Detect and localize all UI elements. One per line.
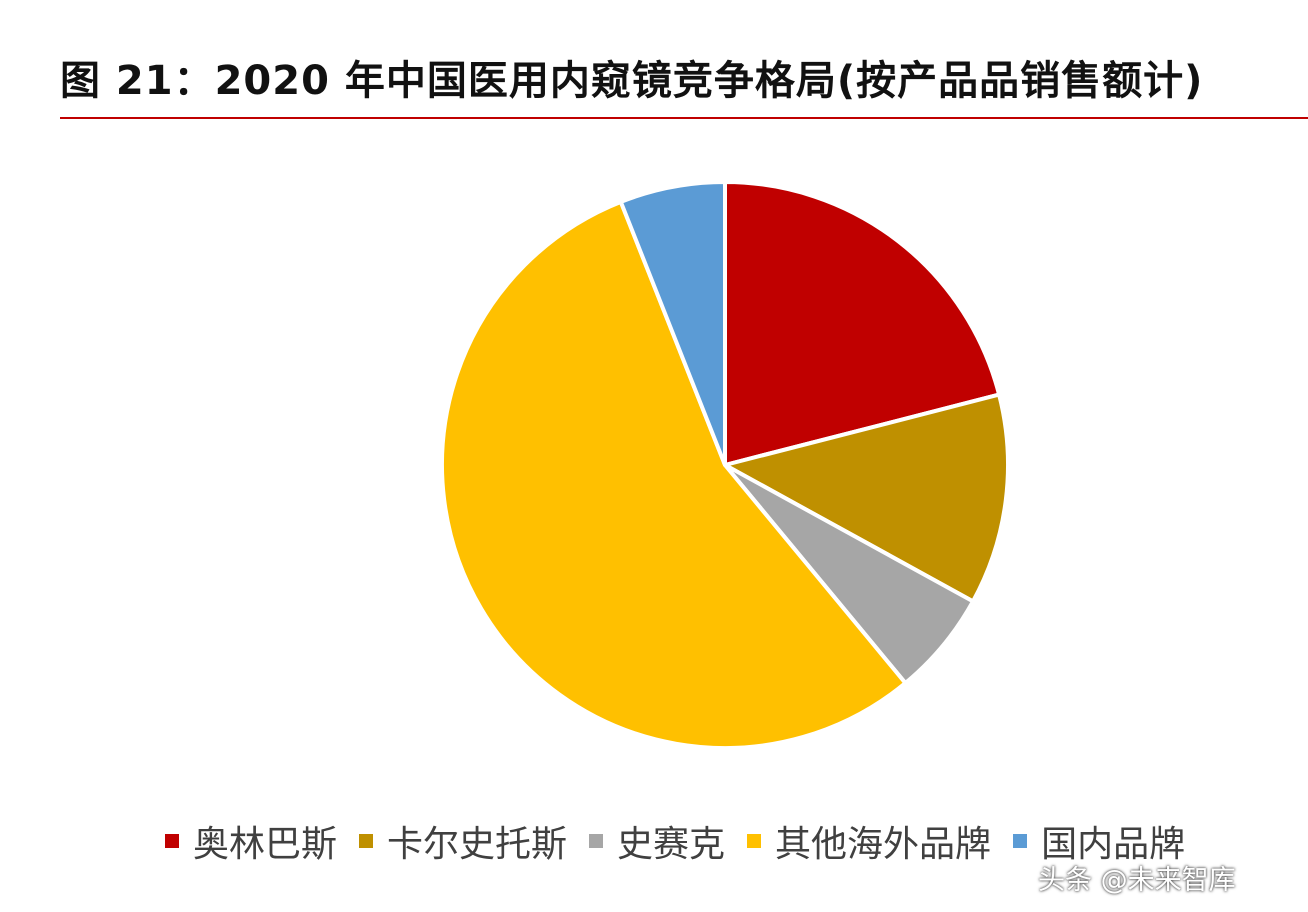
legend-item-other-overseas: 其他海外品牌	[747, 815, 991, 867]
legend-label: 国内品牌	[1041, 824, 1186, 865]
legend-swatch	[589, 834, 604, 848]
chart-legend: 奥林巴斯 卡尔史托斯 史赛克 其他海外品牌 国内品牌	[165, 815, 1207, 867]
legend-item-domestic: 国内品牌	[1013, 815, 1185, 867]
title-divider	[60, 117, 1308, 119]
legend-label: 奥林巴斯	[193, 824, 338, 865]
legend-label: 史赛克	[617, 824, 726, 865]
chart-title: 图 21：2020 年中国医用内窥镜竞争格局(按产品品销售额计)	[60, 58, 1204, 104]
legend-swatch	[359, 834, 374, 848]
legend-label: 卡尔史托斯	[387, 824, 568, 865]
legend-label: 其他海外品牌	[775, 824, 992, 865]
legend-swatch	[747, 834, 762, 848]
pie-slice-domestic	[618, 180, 727, 467]
pie-slices	[440, 180, 1010, 750]
legend-swatch	[1013, 834, 1028, 848]
legend-item-karl-storz: 卡尔史托斯	[359, 815, 567, 867]
pie-slice-olympus	[723, 180, 1002, 467]
legend-item-stryker: 史赛克	[589, 815, 725, 867]
legend-item-olympus: 奥林巴斯	[165, 815, 337, 867]
legend-swatch	[165, 834, 179, 848]
pie-slice-karl-storz	[723, 392, 1010, 604]
pie-slice-other-overseas	[440, 199, 908, 750]
watermark: 头条 @未来智库	[1038, 865, 1236, 896]
